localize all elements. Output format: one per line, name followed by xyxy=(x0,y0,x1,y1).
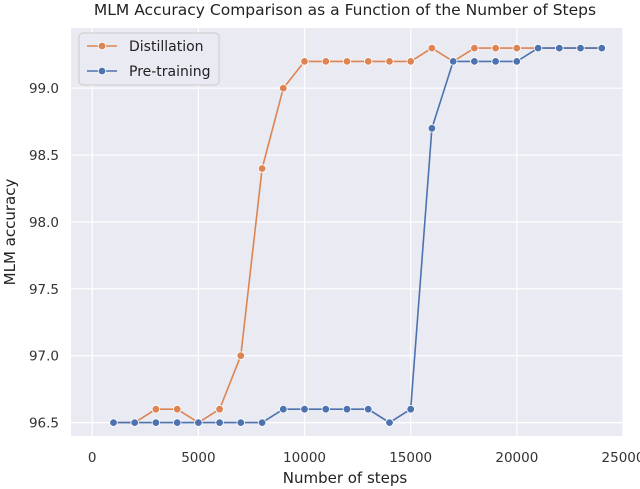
data-point-distillation xyxy=(470,43,479,53)
data-point-distillation xyxy=(215,405,224,414)
data-point-distillation xyxy=(279,83,288,93)
x-tick-label: 10000 xyxy=(283,450,326,466)
chart-title: MLM Accuracy Comparison as a Function of… xyxy=(94,1,596,19)
data-point-pre-training xyxy=(236,418,245,427)
x-axis-label: Number of steps xyxy=(283,469,408,487)
data-point-distillation xyxy=(406,57,415,66)
data-point-pre-training xyxy=(427,124,437,133)
data-point-distillation xyxy=(151,405,161,414)
data-point-distillation xyxy=(491,43,500,53)
data-point-pre-training xyxy=(300,405,309,414)
data-point-distillation xyxy=(364,57,373,66)
y-tick-label: 96.5 xyxy=(29,416,59,432)
data-point-pre-training xyxy=(172,418,182,427)
data-point-distillation xyxy=(257,164,267,173)
data-point-pre-training xyxy=(364,405,373,414)
legend-label-distillation: Distillation xyxy=(129,39,204,55)
data-point-distillation xyxy=(236,351,245,360)
y-tick-label: 97.0 xyxy=(29,349,59,365)
data-point-pre-training xyxy=(109,418,118,427)
legend-marker-pretraining xyxy=(97,66,107,76)
data-point-pre-training xyxy=(130,418,139,427)
legend-marker-distillation xyxy=(97,41,107,51)
y-tick-label: 97.5 xyxy=(29,282,59,298)
data-point-pre-training xyxy=(576,43,585,53)
y-tick-label: 98.0 xyxy=(29,215,59,231)
legend: Distillation Pre-training xyxy=(78,32,220,86)
tick-labels: 0 5000 10000 15000 20000 25000 96.5 97.0 97.5 98.… xyxy=(29,81,640,466)
data-point-pre-training xyxy=(555,43,564,53)
data-point-pre-training xyxy=(321,405,330,414)
data-point-pre-training xyxy=(449,57,458,66)
data-point-pre-training xyxy=(533,43,543,53)
data-point-distillation xyxy=(321,57,330,66)
data-point-pre-training xyxy=(151,418,161,427)
y-tick-label: 98.5 xyxy=(29,148,59,164)
y-tick-label: 99.0 xyxy=(29,81,59,97)
data-point-pre-training xyxy=(257,418,267,427)
data-point-distillation xyxy=(342,57,352,66)
legend-label-pretraining: Pre-training xyxy=(129,64,211,80)
data-point-distillation xyxy=(172,405,182,414)
data-point-pre-training xyxy=(512,57,521,66)
series-layer xyxy=(109,43,606,427)
data-point-pre-training xyxy=(194,418,203,427)
x-tick-label: 15000 xyxy=(389,450,432,466)
data-point-pre-training xyxy=(597,43,606,53)
data-point-pre-training xyxy=(279,405,288,414)
data-point-distillation xyxy=(427,43,437,53)
plot-background xyxy=(71,28,623,436)
data-point-pre-training xyxy=(491,57,500,66)
data-point-distillation xyxy=(300,57,309,66)
data-point-distillation xyxy=(385,57,394,66)
x-tick-label: 0 xyxy=(88,450,97,466)
data-point-pre-training xyxy=(342,405,352,414)
y-axis-label: MLM accuracy xyxy=(1,179,19,286)
x-tick-label: 20000 xyxy=(495,450,538,466)
data-point-pre-training xyxy=(406,405,415,414)
x-tick-label: 25000 xyxy=(602,450,640,466)
data-point-pre-training xyxy=(385,418,394,427)
x-tick-label: 5000 xyxy=(181,450,215,466)
data-point-pre-training xyxy=(470,57,479,66)
data-point-pre-training xyxy=(215,418,224,427)
data-point-distillation xyxy=(512,43,521,53)
